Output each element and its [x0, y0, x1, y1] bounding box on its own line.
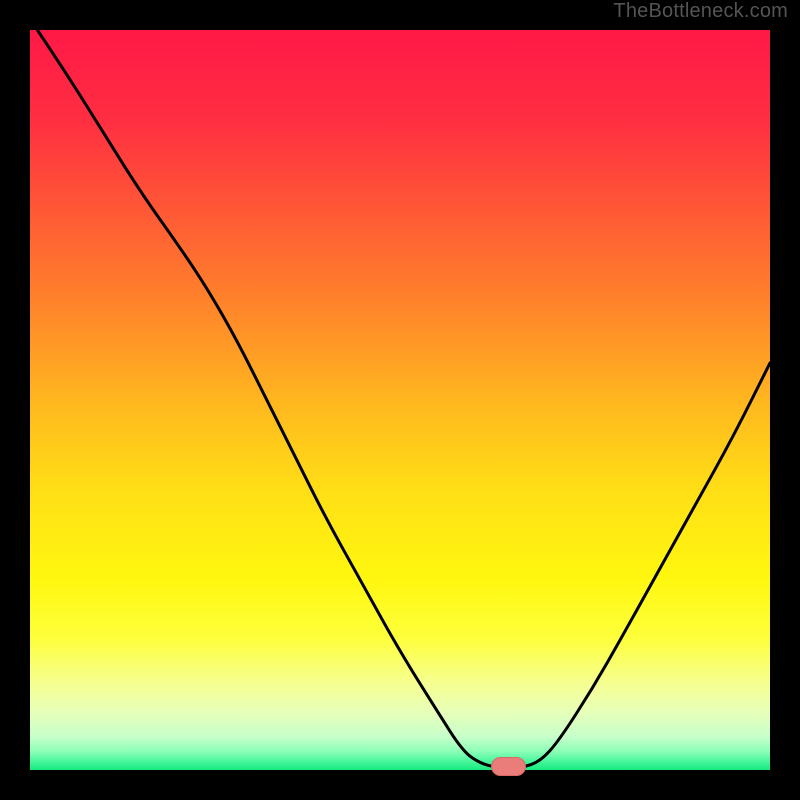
watermark-text: TheBottleneck.com — [613, 0, 788, 23]
bottleneck-curve — [30, 30, 770, 770]
chart-frame: TheBottleneck.com — [0, 0, 800, 800]
plot-area — [30, 30, 770, 770]
optimal-marker — [491, 757, 526, 775]
